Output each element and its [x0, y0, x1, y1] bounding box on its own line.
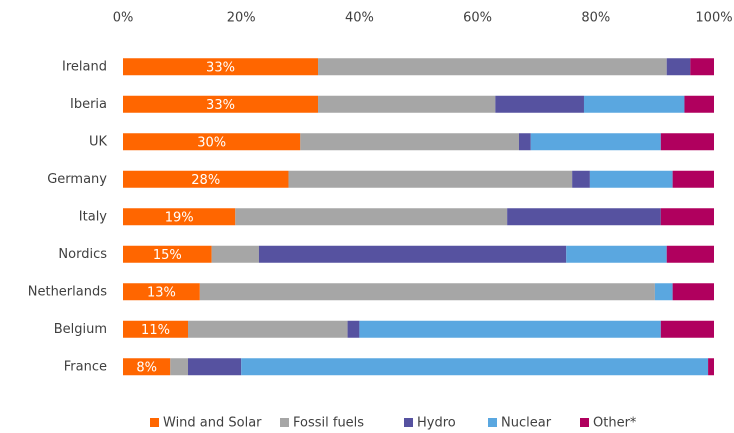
value-label: 8%: [136, 360, 157, 375]
legend-label: Other*: [593, 416, 637, 431]
bar-segment: [123, 133, 301, 151]
bar-segment: [123, 245, 212, 263]
bar-segment: [684, 95, 714, 113]
legend-swatch: [488, 418, 497, 427]
bar-segment: [708, 358, 714, 376]
bar-segment: [123, 58, 319, 76]
bar-segment: [318, 58, 667, 76]
value-label: 30%: [197, 135, 226, 150]
y-tick-label: Ireland: [62, 59, 107, 74]
value-label: 13%: [147, 285, 176, 300]
bar-segment: [188, 358, 242, 376]
value-label: 11%: [141, 323, 170, 338]
bar-segment: [589, 170, 673, 188]
bar-segment: [258, 245, 567, 263]
bar-segment: [660, 208, 714, 226]
bar-segment: [566, 245, 667, 263]
bar-segment: [690, 58, 714, 76]
bar-segment: [300, 133, 519, 151]
bar-segment: [654, 283, 673, 301]
x-tick-label: 0%: [113, 11, 134, 26]
bar-segment: [495, 95, 584, 113]
bar-segment: [530, 133, 661, 151]
bar-segment: [660, 133, 714, 151]
y-tick-label: Netherlands: [28, 284, 107, 299]
bar-segment: [170, 358, 189, 376]
bar-segment: [123, 320, 189, 338]
bar-segment: [241, 358, 709, 376]
bar-segment: [123, 208, 236, 226]
value-label: 15%: [153, 248, 182, 263]
bar-segment: [583, 95, 685, 113]
bar-segment: [199, 283, 655, 301]
bar-segment: [572, 170, 590, 188]
legend-label: Nuclear: [501, 416, 552, 431]
y-tick-label: Nordics: [58, 247, 107, 262]
bar-segment: [507, 208, 661, 226]
y-tick-label: Belgium: [54, 322, 107, 337]
bar-segment: [123, 283, 200, 301]
bar-segment: [660, 320, 714, 338]
legend-swatch: [580, 418, 589, 427]
bar-segment: [123, 95, 319, 113]
x-tick-label: 100%: [695, 11, 732, 26]
bar-segment: [666, 58, 691, 76]
bar-segment: [123, 358, 171, 376]
legend-swatch: [150, 418, 159, 427]
bar-segment: [672, 283, 714, 301]
legend-swatch: [404, 418, 413, 427]
y-tick-label: Germany: [47, 172, 107, 187]
x-tick-label: 20%: [227, 11, 256, 26]
bar-segment: [666, 245, 714, 263]
x-tick-label: 40%: [345, 11, 374, 26]
y-tick-label: UK: [89, 134, 108, 149]
bar-segment: [123, 170, 289, 188]
bar-segment: [211, 245, 259, 263]
x-tick-label: 80%: [581, 11, 610, 26]
bar-segment: [288, 170, 573, 188]
legend-label: Hydro: [417, 416, 456, 431]
legend-label: Fossil fuels: [293, 416, 364, 431]
value-label: 33%: [206, 98, 235, 113]
bar-segment: [359, 320, 661, 338]
bar-segment: [672, 170, 714, 188]
y-tick-label: Italy: [79, 209, 108, 224]
bar-segment: [188, 320, 348, 338]
value-label: 28%: [191, 173, 220, 188]
legend-label: Wind and Solar: [163, 416, 262, 431]
y-tick-label: France: [64, 359, 107, 374]
value-label: 33%: [206, 60, 235, 75]
bar-segment: [318, 95, 496, 113]
y-tick-label: Iberia: [70, 97, 107, 112]
x-tick-label: 60%: [463, 11, 492, 26]
bar-segment: [235, 208, 508, 226]
value-label: 19%: [165, 210, 194, 225]
bar-segment: [347, 320, 360, 338]
bar-segment: [518, 133, 531, 151]
legend-swatch: [280, 418, 289, 427]
